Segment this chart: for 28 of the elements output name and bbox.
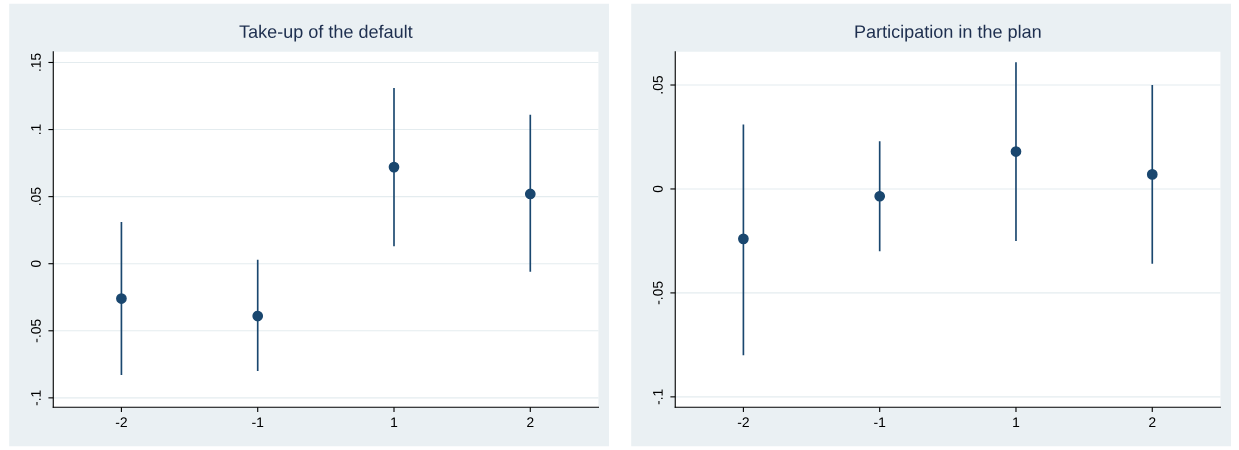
chart-title: Take-up of the default bbox=[239, 24, 413, 42]
y-tick-label: .05 bbox=[652, 75, 663, 94]
y-tick-label: -.05 bbox=[652, 281, 663, 305]
point bbox=[874, 190, 886, 202]
y-tick-label: -.05 bbox=[30, 319, 41, 343]
x-tick-label: -2 bbox=[115, 417, 127, 428]
x-tick-label: 1 bbox=[1013, 417, 1020, 428]
x-tick-label: -2 bbox=[737, 417, 749, 428]
y-tick-label: 0 bbox=[30, 260, 41, 268]
x-tick-label: 2 bbox=[1149, 417, 1156, 428]
point bbox=[252, 310, 264, 322]
y-tick-label: .05 bbox=[30, 187, 41, 206]
y-tick-label: 0 bbox=[652, 185, 663, 193]
y-tick-label: -.1 bbox=[653, 389, 663, 405]
point bbox=[1010, 146, 1022, 157]
x-tick-label: -1 bbox=[252, 417, 264, 428]
y-tick-label: .15 bbox=[31, 53, 41, 71]
y-tick-label: .1 bbox=[31, 124, 41, 135]
point bbox=[524, 188, 536, 200]
y-tick-label: -.1 bbox=[31, 390, 41, 406]
point bbox=[738, 233, 749, 245]
x-tick-label: 2 bbox=[527, 417, 534, 428]
point bbox=[1146, 169, 1158, 180]
point bbox=[388, 161, 400, 173]
point bbox=[116, 293, 127, 304]
x-tick-label: -1 bbox=[874, 417, 886, 428]
chart-title: Participation in the plan bbox=[855, 24, 1041, 42]
x-tick-label: 1 bbox=[391, 417, 398, 428]
